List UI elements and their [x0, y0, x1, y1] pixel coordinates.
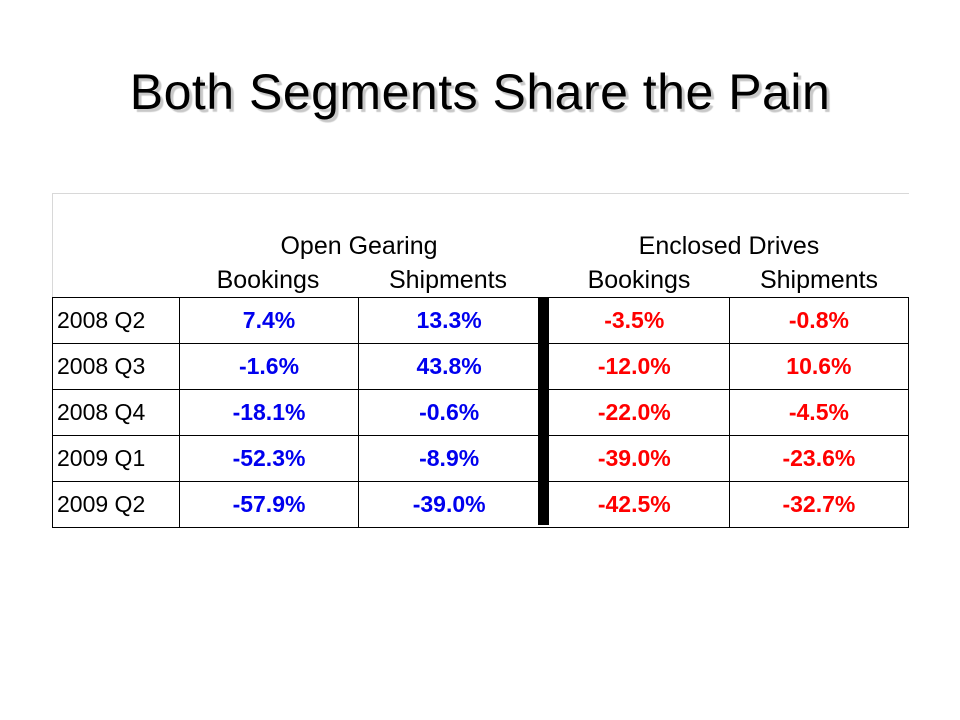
subheader-og-bookings: Bookings [216, 266, 320, 294]
row-label: 2008 Q2 [51, 297, 181, 344]
header-top-border [52, 193, 909, 194]
table-row: 2008 Q3 -1.6% 43.8% -12.0% 10.6% [51, 343, 910, 390]
cell-ed-shipments: -4.5% [728, 389, 910, 436]
subheader-ed-shipments: Shipments [759, 266, 879, 294]
cell-og-shipments: -8.9% [357, 435, 540, 482]
cell-ed-shipments: -32.7% [728, 481, 910, 528]
cell-og-shipments: 43.8% [357, 343, 540, 390]
row-label: 2008 Q4 [51, 389, 181, 436]
segment-divider [538, 297, 549, 525]
data-grid: 2008 Q2 7.4% 13.3% -3.5% -0.8% 2008 Q3 -1.6% 43… [51, 297, 910, 528]
cell-og-shipments: -0.6% [357, 389, 540, 436]
row-label: 2009 Q2 [51, 481, 181, 528]
group-header-open-gearing: Open Gearing [280, 232, 438, 260]
header-left-border [52, 193, 53, 297]
row-label: 2009 Q1 [51, 435, 181, 482]
cell-og-bookings: -18.1% [179, 389, 359, 436]
table-row: 2008 Q2 7.4% 13.3% -3.5% -0.8% [51, 297, 910, 344]
group-header-enclosed-drives: Enclosed Drives [638, 232, 820, 260]
cell-ed-shipments: -0.8% [728, 297, 910, 344]
table-row: 2009 Q2 -57.9% -39.0% -42.5% -32.7% [51, 481, 910, 528]
segments-table: Open Gearing Enclosed Drives Bookings Sh… [51, 193, 910, 528]
subheader-og-shipments: Shipments [388, 266, 508, 294]
cell-ed-bookings: -3.5% [539, 297, 730, 344]
cell-ed-bookings: -12.0% [539, 343, 730, 390]
cell-og-bookings: -1.6% [179, 343, 359, 390]
subheader-ed-bookings: Bookings [587, 266, 691, 294]
cell-og-bookings: -57.9% [179, 481, 359, 528]
cell-og-bookings: 7.4% [179, 297, 359, 344]
cell-ed-bookings: -42.5% [539, 481, 730, 528]
cell-ed-bookings: -22.0% [539, 389, 730, 436]
table-row: 2008 Q4 -18.1% -0.6% -22.0% -4.5% [51, 389, 910, 436]
cell-og-shipments: 13.3% [357, 297, 540, 344]
cell-ed-shipments: 10.6% [728, 343, 910, 390]
cell-og-bookings: -52.3% [179, 435, 359, 482]
slide-title: Both Segments Share the Pain [129, 64, 831, 120]
row-label: 2008 Q3 [51, 343, 181, 390]
cell-ed-shipments: -23.6% [728, 435, 910, 482]
cell-og-shipments: -39.0% [357, 481, 540, 528]
cell-ed-bookings: -39.0% [539, 435, 730, 482]
table-row: 2009 Q1 -52.3% -8.9% -39.0% -23.6% [51, 435, 910, 482]
